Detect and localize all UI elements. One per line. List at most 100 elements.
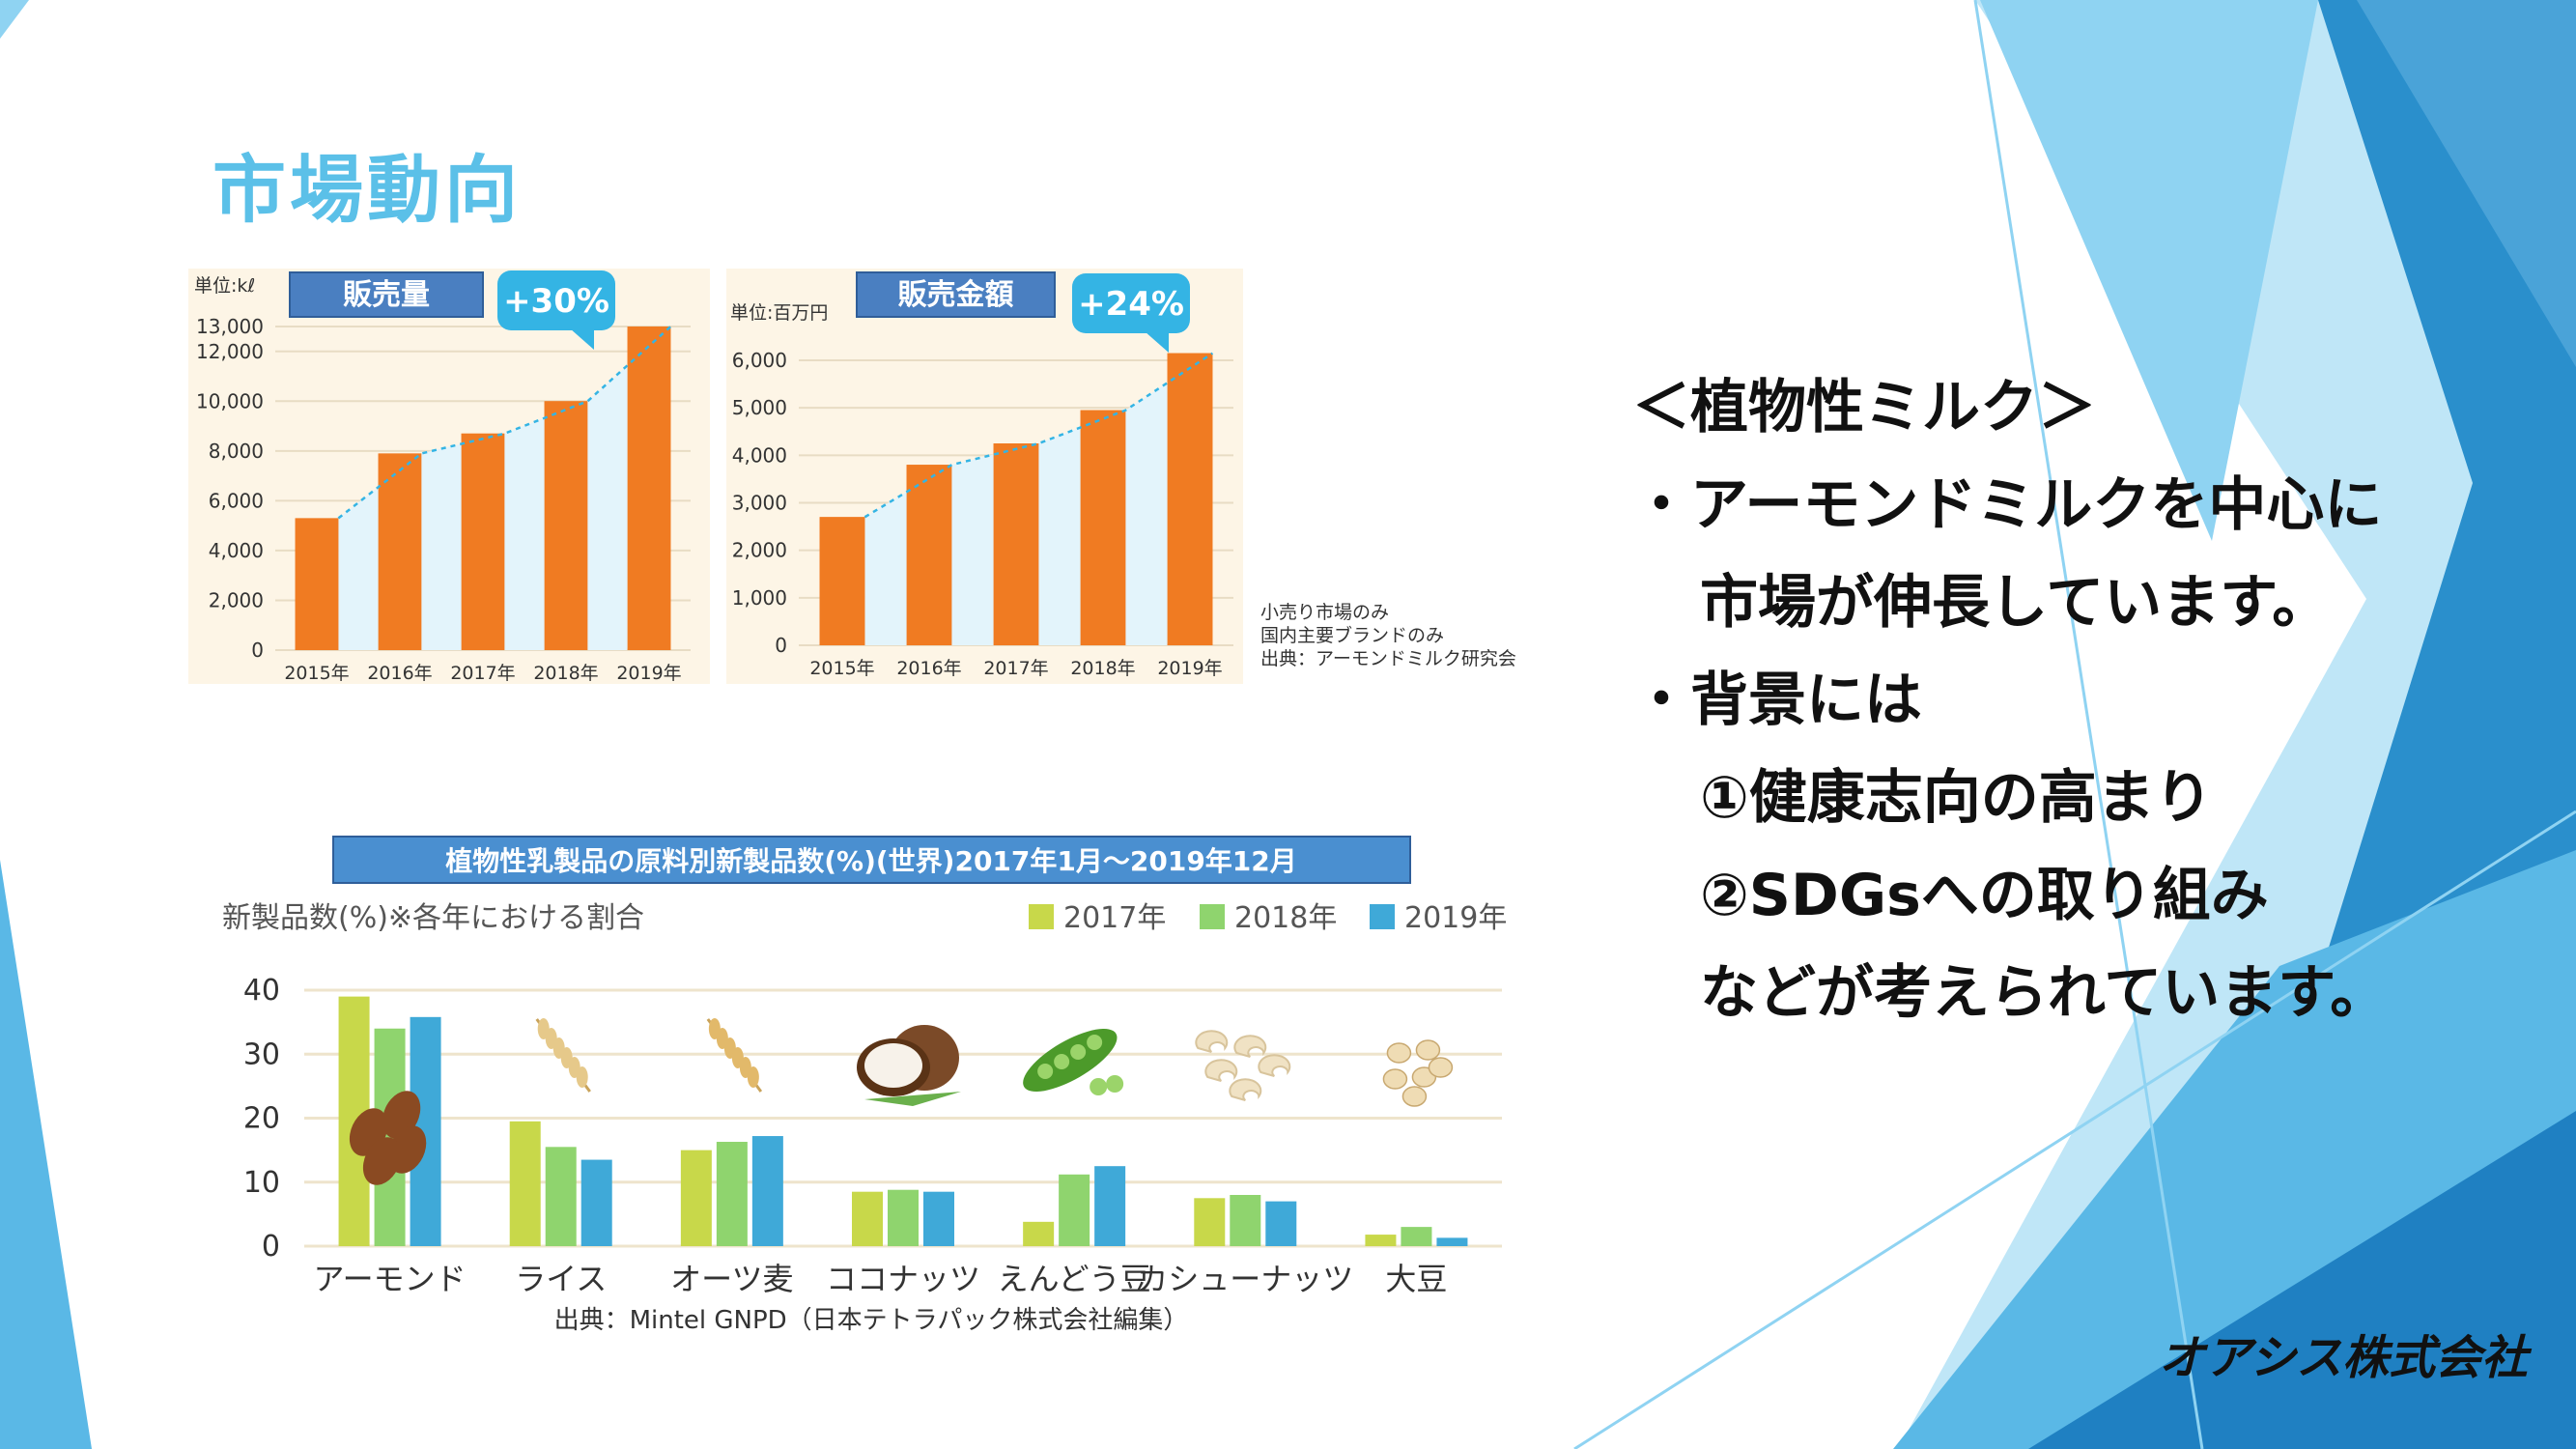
coconut-icon	[857, 1025, 961, 1106]
chart-title: 販売金額	[898, 278, 1014, 312]
bar	[1094, 1166, 1126, 1246]
y-tick-label: 10,000	[196, 389, 264, 412]
legend-swatch	[1200, 904, 1225, 929]
unit-label: 単位:kℓ	[194, 275, 255, 297]
bullet-line-1: ・アーモンドミルクを中心に	[1632, 471, 2383, 539]
legend-swatch	[1029, 904, 1054, 929]
legend-swatch	[1370, 904, 1395, 929]
oat-icon	[706, 1018, 763, 1093]
bar	[888, 1189, 919, 1246]
chart-title: 植物性乳製品の原料別新製品数(%)(世界)2017年1月〜2019年12月	[445, 845, 1297, 877]
y-tick-label: 13,000	[196, 315, 264, 338]
bar-front	[627, 327, 671, 650]
legend-label: 2019年	[1404, 901, 1507, 935]
y-tick-label: 0	[775, 634, 787, 657]
y-tick-label: 0	[262, 1230, 280, 1264]
callout-pointer	[570, 328, 594, 350]
x-tick-label: 2019年	[1157, 658, 1222, 679]
y-tick-label: 40	[243, 974, 280, 1008]
x-tick-label: オーツ麦	[670, 1261, 793, 1297]
bar	[1265, 1201, 1297, 1246]
bar	[852, 1191, 883, 1246]
bar-front	[378, 453, 422, 650]
trend-area	[864, 353, 1213, 645]
bullet-text: ＜植物性ミルク＞ ・アーモンドミルクを中心に 市場が伸長しています。 ・背景には…	[1632, 359, 2521, 1042]
bar	[1230, 1195, 1261, 1246]
callout-bubble	[1072, 273, 1190, 333]
unit-label: 単位:百万円	[730, 302, 828, 324]
x-tick-label: アーモンド	[314, 1261, 467, 1297]
callout-text: +30%	[503, 282, 609, 321]
x-tick-label: ココナッツ	[826, 1261, 980, 1297]
chart-note-1: 小売り市場のみ	[1260, 602, 1390, 623]
almond-icon	[349, 1091, 427, 1185]
page-title: 市場動向	[212, 147, 522, 233]
x-tick-label: 2016年	[896, 658, 961, 679]
trend-line	[337, 326, 672, 520]
bar	[509, 1121, 541, 1246]
company-logo: オアシス株式会社	[2158, 1331, 2528, 1385]
bar	[716, 1142, 748, 1246]
legend-label: 2018年	[1234, 901, 1337, 935]
y-tick-label: 30	[243, 1037, 280, 1071]
bar-front	[1080, 410, 1126, 645]
bar	[1401, 1227, 1432, 1246]
y-tick-label: 12,000	[196, 340, 264, 363]
x-tick-label: 2019年	[616, 663, 681, 684]
y-tick-label: 2,000	[209, 588, 264, 611]
bullet-line-5: ②SDGsへの取り組み	[1700, 862, 2269, 929]
y-tick-label: 5,000	[732, 396, 787, 419]
bullet-line-3: ・背景には	[1632, 667, 1922, 734]
chart-note-3: 出典：アーモンドミルク研究会	[1260, 648, 1516, 669]
soybean-icon	[1382, 1039, 1454, 1107]
cashew-icon	[1195, 1030, 1291, 1101]
bullet-line-4: ①健康志向の高まり	[1700, 764, 2213, 832]
y-tick-label: 3,000	[732, 492, 787, 515]
sales-amount-chart: 0 1,000 2,000 3,000 4,000 5,000 6,000 2015年 2016…	[726, 269, 1243, 684]
y-tick-label: 20	[243, 1102, 280, 1136]
x-tick-label: 2017年	[983, 658, 1048, 679]
chart-title-box	[856, 271, 1056, 318]
bar	[545, 1147, 577, 1246]
x-tick-label: 2015年	[284, 663, 349, 684]
y-tick-label: 4,000	[209, 539, 264, 562]
x-tick-label: えんどう豆	[998, 1261, 1151, 1297]
bar	[1023, 1221, 1055, 1246]
bar	[580, 1159, 612, 1246]
bar	[680, 1150, 712, 1246]
x-tick-label: 2016年	[367, 663, 432, 684]
bar	[923, 1191, 954, 1246]
x-tick-label: カシューナッツ	[1137, 1261, 1353, 1297]
bar-front	[1167, 353, 1213, 645]
chart-title: 販売量	[343, 278, 430, 312]
x-tick-label: 2018年	[1070, 658, 1135, 679]
bar-front	[295, 518, 339, 650]
bar	[1436, 1237, 1468, 1246]
x-tick-label: 2015年	[809, 658, 874, 679]
x-tick-label: 大豆	[1385, 1261, 1447, 1297]
y-tick-label: 8,000	[209, 440, 264, 463]
x-tick-label: 2017年	[450, 663, 515, 684]
bullet-line-6: などが考えられています。	[1700, 959, 2389, 1027]
x-tick-label: ライス	[515, 1261, 607, 1297]
y-tick-label: 6,000	[732, 349, 787, 372]
callout-text: +24%	[1078, 285, 1184, 324]
y-tick-label: 4,000	[732, 443, 787, 467]
pea-icon	[1023, 1029, 1124, 1095]
bar	[1059, 1174, 1090, 1246]
bar	[1194, 1198, 1226, 1246]
y-tick-label: 6,000	[209, 489, 264, 512]
bar	[751, 1136, 783, 1246]
chart-title-box	[289, 271, 484, 318]
y-axis-title: 新製品数(%)※各年における割合	[222, 901, 644, 935]
bar-front	[544, 401, 588, 650]
callout-bubble	[497, 270, 615, 330]
trend-line	[863, 352, 1214, 519]
bullet-line-2: 市場が伸長しています。	[1700, 569, 2331, 637]
bar-front	[993, 443, 1039, 645]
bar-front	[906, 465, 952, 645]
y-tick-label: 0	[251, 639, 264, 662]
new-products-chart: 植物性乳製品の原料別新製品数(%)(世界)2017年1月〜2019年12月新製品…	[212, 831, 1526, 1343]
y-tick-label: 1,000	[732, 586, 787, 610]
bar	[1365, 1235, 1397, 1246]
